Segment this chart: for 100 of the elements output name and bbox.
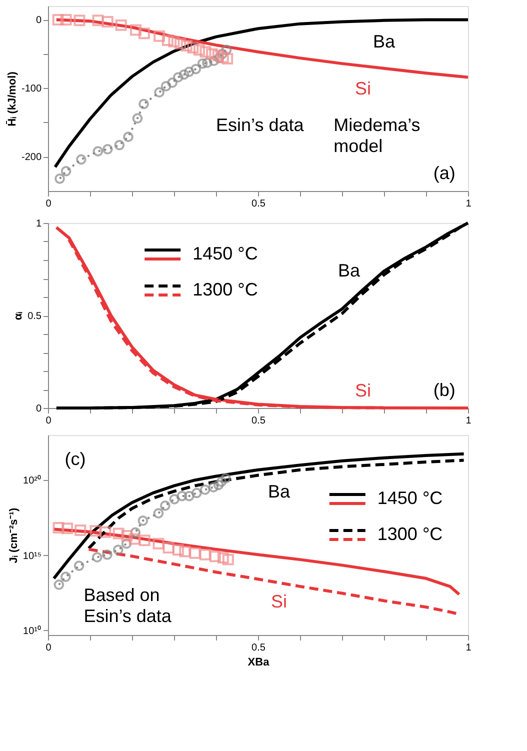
y-tick-label: 0.5 xyxy=(28,311,42,322)
y-axis-title: H̄ᵢ (kJ/mol) xyxy=(6,71,18,126)
point xyxy=(217,552,229,564)
point xyxy=(74,524,86,536)
y-tick-label: -200 xyxy=(21,152,42,164)
annotation: Si xyxy=(270,592,288,612)
annotation: Miedema’s model xyxy=(334,115,420,156)
annotation: Ba xyxy=(268,481,291,502)
point xyxy=(132,113,143,124)
point xyxy=(184,490,194,502)
point xyxy=(206,48,218,60)
point xyxy=(172,544,184,556)
point xyxy=(154,30,166,42)
point xyxy=(92,146,104,156)
point xyxy=(212,50,224,62)
point xyxy=(191,488,202,498)
point xyxy=(54,173,65,184)
point xyxy=(62,522,74,534)
point xyxy=(187,42,199,54)
point xyxy=(115,19,127,31)
point xyxy=(209,550,221,562)
y-tick-label: 10²⁰ xyxy=(23,474,42,487)
point xyxy=(90,525,102,537)
point xyxy=(213,480,224,490)
annotation: Esin’s data xyxy=(216,115,305,135)
point xyxy=(138,98,149,110)
point xyxy=(168,36,180,48)
x-tick-label: 0.5 xyxy=(252,416,266,426)
x-tick-label: 1 xyxy=(466,198,472,210)
point xyxy=(190,64,202,74)
x-tick-label: 1 xyxy=(466,642,472,654)
x-tick-label: 0.5 xyxy=(252,642,266,654)
legend-label: 1300 °C xyxy=(192,279,258,300)
point xyxy=(200,46,212,58)
point xyxy=(162,34,174,46)
legend-label: 1450 °C xyxy=(192,243,258,264)
point xyxy=(160,80,172,92)
point xyxy=(112,544,124,556)
x-tick-label: 0 xyxy=(46,642,52,654)
point xyxy=(220,473,231,484)
point xyxy=(174,38,186,50)
point xyxy=(138,28,150,40)
point xyxy=(112,528,124,540)
point xyxy=(138,534,150,546)
x-tick-label: 0 xyxy=(46,198,52,210)
y-tick-label: -100 xyxy=(21,84,42,95)
point xyxy=(180,40,192,52)
annotation: (b) xyxy=(433,380,456,400)
point xyxy=(102,16,114,28)
y-tick-label: 0 xyxy=(36,404,42,414)
x-tick-label: 1 xyxy=(466,416,472,426)
line-series xyxy=(52,452,466,580)
point xyxy=(121,530,133,542)
x-tick-label: 0.5 xyxy=(252,198,266,210)
annotation: Si xyxy=(354,380,372,400)
annotation: Ba xyxy=(372,31,396,52)
point xyxy=(60,166,72,176)
point xyxy=(160,500,170,511)
y-axis-title: Jᵢ (cm⁻²s⁻¹) xyxy=(8,507,20,564)
point xyxy=(123,132,134,142)
point xyxy=(121,538,132,549)
point xyxy=(162,542,174,554)
point xyxy=(167,78,178,88)
point xyxy=(179,546,191,558)
y-axis-title: αᵢ xyxy=(12,311,25,320)
point xyxy=(130,527,141,538)
point xyxy=(102,549,112,560)
point xyxy=(154,87,164,98)
point xyxy=(60,14,72,26)
annotation: Ba xyxy=(338,260,361,281)
legend-label: 1450 °C xyxy=(377,488,443,508)
point xyxy=(193,44,205,56)
point xyxy=(178,69,190,80)
point xyxy=(200,484,210,495)
point xyxy=(176,490,188,502)
x-axis-title: XBa xyxy=(248,656,270,668)
point xyxy=(138,516,148,526)
point xyxy=(52,522,64,534)
point xyxy=(52,14,64,26)
point xyxy=(114,140,125,150)
legend-label: 1300 °C xyxy=(377,524,443,544)
point xyxy=(184,66,194,77)
x-tick-label: 0 xyxy=(46,416,52,426)
point xyxy=(222,53,234,65)
point xyxy=(189,547,201,559)
point xyxy=(130,24,142,36)
y-tick-label: 0 xyxy=(36,15,42,26)
point xyxy=(102,144,113,154)
point xyxy=(152,538,164,550)
y-tick-label: 10¹⁰ xyxy=(23,624,42,637)
point xyxy=(128,533,140,545)
annotation: (a) xyxy=(433,163,456,184)
y-tick-label: 10¹⁵ xyxy=(22,550,42,562)
point xyxy=(197,58,208,69)
point xyxy=(74,14,86,26)
point xyxy=(208,482,219,492)
point xyxy=(202,58,212,68)
point xyxy=(92,14,104,26)
point xyxy=(74,560,84,571)
point xyxy=(92,552,102,562)
